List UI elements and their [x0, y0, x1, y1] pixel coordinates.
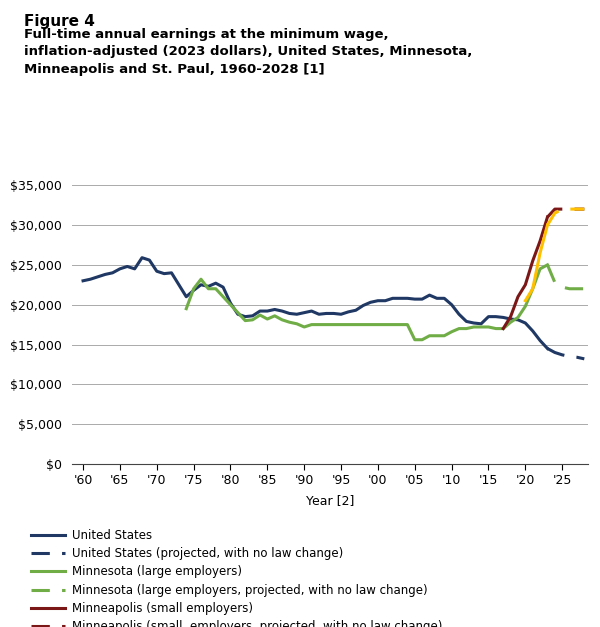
Legend: United States, United States (projected, with no law change), Minnesota (large e: United States, United States (projected,… — [31, 529, 442, 627]
X-axis label: Year [2]: Year [2] — [306, 494, 354, 507]
Text: Figure 4: Figure 4 — [24, 14, 95, 29]
Text: Full-time annual earnings at the minimum wage,
inflation-adjusted (2023 dollars): Full-time annual earnings at the minimum… — [24, 28, 472, 76]
